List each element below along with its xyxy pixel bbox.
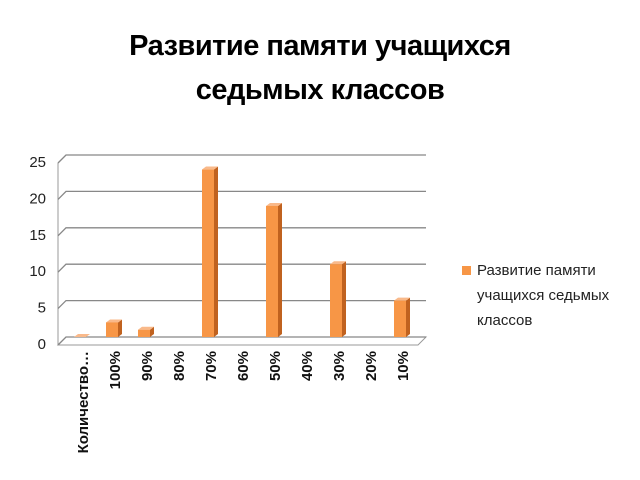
bar-side <box>214 166 218 337</box>
bar-side <box>150 326 154 337</box>
bar-front <box>266 205 278 337</box>
bar <box>74 334 90 337</box>
bar-front <box>202 169 214 337</box>
back-wall-edge <box>56 154 428 346</box>
bar-front <box>330 264 342 337</box>
bar-front <box>106 322 118 337</box>
x-tick-label: 10% <box>395 351 412 381</box>
grid-line <box>57 299 426 310</box>
x-tick-label: 100% <box>107 351 124 389</box>
y-tick-label: 10 <box>29 263 46 280</box>
x-tick-label: 30% <box>331 351 348 381</box>
x-tick-label: 70% <box>203 351 220 381</box>
bar <box>138 326 154 337</box>
y-tick-label: 5 <box>38 300 46 317</box>
x-tick-label: 20% <box>363 351 380 381</box>
legend-label: Развитие памяти учащихся седьмых классов <box>477 262 610 329</box>
x-tick-label: 80% <box>171 351 188 381</box>
bar <box>394 297 410 337</box>
bar <box>266 202 282 337</box>
bar-top <box>202 166 218 170</box>
grid-line <box>57 263 426 273</box>
bar-top <box>266 202 282 206</box>
y-tick-label: 20 <box>29 190 46 207</box>
bar-front <box>394 300 406 337</box>
grid-line <box>57 154 426 164</box>
bar-top <box>138 326 154 330</box>
bar-top <box>330 261 346 265</box>
legend: Развитие памяти учащихся седьмых классов <box>462 258 632 333</box>
grid-line <box>57 227 426 237</box>
y-tick-label: 0 <box>38 336 46 353</box>
bar-side <box>406 297 410 337</box>
y-tick-label: 15 <box>29 227 46 244</box>
bar <box>330 261 346 337</box>
bar <box>106 319 122 337</box>
legend-swatch <box>462 266 471 275</box>
x-tick-label: 90% <box>139 351 156 381</box>
grid-line <box>57 336 426 346</box>
bar <box>202 166 218 337</box>
bar-front <box>138 329 150 337</box>
bar-top <box>106 319 122 323</box>
x-tick-label: 40% <box>299 351 316 381</box>
bar-top <box>74 334 90 337</box>
x-tick-label: 50% <box>267 351 284 381</box>
x-tick-label: Количество… <box>75 351 92 453</box>
y-tick-label: 25 <box>29 154 46 171</box>
x-tick-label: 60% <box>235 351 252 381</box>
bar-side <box>118 319 122 337</box>
bar-side <box>342 261 346 337</box>
bar-top <box>394 297 410 301</box>
chart-title: Развитие памяти учащихся седьмых классов <box>129 30 511 106</box>
grid-line <box>57 190 426 200</box>
bar-side <box>278 202 282 337</box>
